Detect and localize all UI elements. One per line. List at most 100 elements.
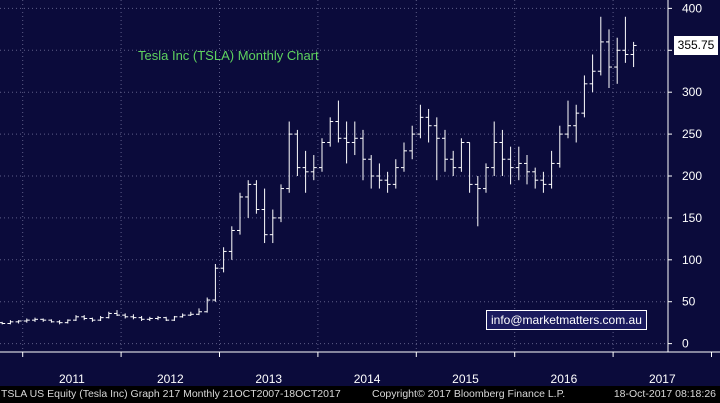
y-tick-label: 200 [682,169,702,183]
y-tick-label: 50 [682,295,696,309]
ohlc-bar [89,317,96,322]
ohlc-bar [23,318,30,323]
ohlc-bar [491,121,498,176]
ohlc-bar [114,310,120,316]
ohlc-bar [524,155,530,185]
x-tick-label: 2014 [354,372,381,386]
ohlc-bar [425,108,432,143]
ohlc-bar [105,311,112,319]
chart-title: Tesla Inc (TSLA) Monthly Chart [138,48,319,63]
ohlc-bar [565,100,571,139]
ohlc-bar [507,146,514,185]
ohlc-bar [146,316,153,321]
ohlc-bar [606,29,612,88]
ohlc-bar [335,100,342,143]
ohlc-bar [171,315,178,321]
ohlc-bar [187,311,194,316]
x-tick-label: 2013 [255,372,282,386]
x-tick-label: 2015 [452,372,479,386]
ohlc-bar [327,117,334,147]
ohlc-bar [237,192,243,235]
footer-bar: TSLA US Equity (Tesla Inc) Graph 217 Mon… [0,386,720,403]
ohlc-bar [294,129,301,176]
ohlc-bar [73,315,79,321]
ohlc-bar [433,117,440,181]
x-tick-label: 2017 [649,372,676,386]
ohlc-bar [204,297,211,313]
ohlc-bar [269,209,276,244]
x-tick-label: 2016 [551,372,578,386]
ohlc-bar [458,138,465,172]
ohlc-bar [7,320,14,325]
ohlc-bar [360,129,366,181]
ohlc-bar [589,54,596,93]
ohlc-bar [351,121,358,156]
ohlc-bar [155,315,161,321]
ohlc-bar [409,125,416,160]
ohlc-bar [310,155,317,181]
ohlc-bar [122,313,129,319]
ohlc-bar [278,184,284,223]
ohlc-bar [343,121,350,164]
ohlc-bar [220,247,227,273]
ohlc-bar [368,155,375,189]
footer-timestamp: 18-Oct-2017 08:18:26 [613,388,716,400]
ohlc-bar [245,180,252,218]
ohlc-bar [212,264,219,302]
ohlc-bar [302,150,309,193]
tsla-monthly-chart: 0501001502002503003504002011201220132014… [0,0,720,386]
marketmatters-email: info@marketmatters.com.au [486,310,647,330]
ohlc-bar [253,180,260,214]
ohlc-bar [228,226,235,260]
ohlc-bar [614,37,621,84]
y-tick-label: 0 [682,337,689,351]
ohlc-bar [417,104,424,139]
ohlc-bar [130,314,137,320]
ohlc-bar [581,75,588,118]
x-tick-label: 2011 [59,372,85,386]
ohlc-bar [163,316,170,321]
y-tick-label: 300 [682,85,702,99]
ohlc-bar [474,176,481,227]
ohlc-bar [97,315,104,321]
ohlc-bar [319,138,325,172]
ohlc-bar [556,125,563,168]
ohlc-bar [138,315,145,321]
ohlc-bar [48,319,55,323]
y-tick-label: 400 [682,1,702,15]
footer-security-info: TSLA US Equity (Tesla Inc) Graph 217 Mon… [1,388,341,400]
ohlc-bar [384,171,391,193]
y-tick-label: 150 [682,211,702,225]
ohlc-bar [40,318,47,322]
ohlc-bar [376,163,383,189]
ohlc-bar [64,319,71,324]
ohlc-bar [515,146,522,181]
ohlc-bar [573,104,580,143]
ohlc-bar [179,313,186,318]
ohlc-bar [392,159,399,189]
ohlc-bar [0,321,6,325]
y-tick-label: 100 [682,253,702,267]
ohlc-bar [32,317,38,322]
ohlc-bar [499,129,506,176]
last-price-label: 355.75 [674,35,718,55]
ohlc-bar [442,129,448,172]
footer-copyright: Copyright© 2017 Bloomberg Finance L.P. [372,388,566,400]
ohlc-bar [466,141,473,193]
y-tick-label: 250 [682,127,702,141]
x-axis-band [0,352,668,386]
ohlc-bar [401,142,407,172]
ohlc-bar [597,16,604,76]
ohlc-bar [540,171,547,193]
x-tick-label: 2012 [157,372,184,386]
ohlc-bar [532,167,539,189]
ohlc-bar [15,320,22,324]
ohlc-bar [622,16,629,63]
ohlc-bar [196,308,202,316]
ohlc-bar [548,150,555,189]
ohlc-bar [286,121,293,193]
ohlc-bar [483,163,489,193]
ohlc-bar [261,188,268,244]
ohlc-bar [450,150,457,176]
y-axis-band [668,0,720,386]
